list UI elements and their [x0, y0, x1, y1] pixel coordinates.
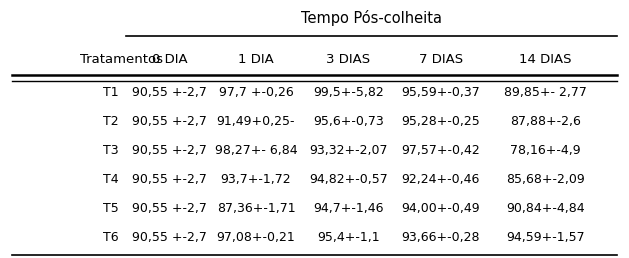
Text: 90,55 +-2,7: 90,55 +-2,7 — [132, 144, 207, 157]
Text: 87,36+-1,71: 87,36+-1,71 — [216, 202, 295, 215]
Text: 7 DIAS: 7 DIAS — [419, 53, 463, 66]
Text: 95,4+-1,1: 95,4+-1,1 — [317, 231, 380, 244]
Text: T6: T6 — [103, 231, 119, 244]
Text: 14 DIAS: 14 DIAS — [520, 53, 572, 66]
Text: 93,66+-0,28: 93,66+-0,28 — [401, 231, 480, 244]
Text: 87,88+-2,6: 87,88+-2,6 — [510, 115, 581, 128]
Text: 78,16+-4,9: 78,16+-4,9 — [510, 144, 581, 157]
Text: 92,24+-0,46: 92,24+-0,46 — [402, 173, 480, 186]
Text: 1 DIA: 1 DIA — [238, 53, 274, 66]
Text: Tratamentos: Tratamentos — [81, 53, 164, 66]
Text: 91,49+0,25-: 91,49+0,25- — [216, 115, 295, 128]
Text: 97,7 +-0,26: 97,7 +-0,26 — [218, 86, 293, 99]
Text: 94,59+-1,57: 94,59+-1,57 — [506, 231, 585, 244]
Text: 94,82+-0,57: 94,82+-0,57 — [309, 173, 387, 186]
Text: 93,7+-1,72: 93,7+-1,72 — [221, 173, 291, 186]
Text: 97,57+-0,42: 97,57+-0,42 — [401, 144, 480, 157]
Text: 90,55 +-2,7: 90,55 +-2,7 — [132, 115, 207, 128]
Text: 94,00+-0,49: 94,00+-0,49 — [401, 202, 480, 215]
Text: 90,55 +-2,7: 90,55 +-2,7 — [132, 231, 207, 244]
Text: 90,55 +-2,7: 90,55 +-2,7 — [132, 173, 207, 186]
Text: 85,68+-2,09: 85,68+-2,09 — [506, 173, 585, 186]
Text: 0 DIA: 0 DIA — [152, 53, 187, 66]
Text: 3 DIAS: 3 DIAS — [326, 53, 370, 66]
Text: 98,27+- 6,84: 98,27+- 6,84 — [214, 144, 298, 157]
Text: T5: T5 — [103, 202, 119, 215]
Text: T1: T1 — [103, 86, 119, 99]
Text: 90,84+-4,84: 90,84+-4,84 — [506, 202, 585, 215]
Text: T3: T3 — [103, 144, 119, 157]
Text: 97,08+-0,21: 97,08+-0,21 — [216, 231, 295, 244]
Text: 89,85+- 2,77: 89,85+- 2,77 — [504, 86, 587, 99]
Text: 95,59+-0,37: 95,59+-0,37 — [401, 86, 480, 99]
Text: 93,32+-2,07: 93,32+-2,07 — [309, 144, 387, 157]
Text: 95,28+-0,25: 95,28+-0,25 — [401, 115, 480, 128]
Text: 90,55 +-2,7: 90,55 +-2,7 — [132, 202, 207, 215]
Text: T2: T2 — [103, 115, 119, 128]
Text: Tempo Pós-colheita: Tempo Pós-colheita — [301, 10, 442, 26]
Text: 94,7+-1,46: 94,7+-1,46 — [313, 202, 384, 215]
Text: 99,5+-5,82: 99,5+-5,82 — [313, 86, 384, 99]
Text: 90,55 +-2,7: 90,55 +-2,7 — [132, 86, 207, 99]
Text: T4: T4 — [103, 173, 119, 186]
Text: 95,6+-0,73: 95,6+-0,73 — [313, 115, 384, 128]
